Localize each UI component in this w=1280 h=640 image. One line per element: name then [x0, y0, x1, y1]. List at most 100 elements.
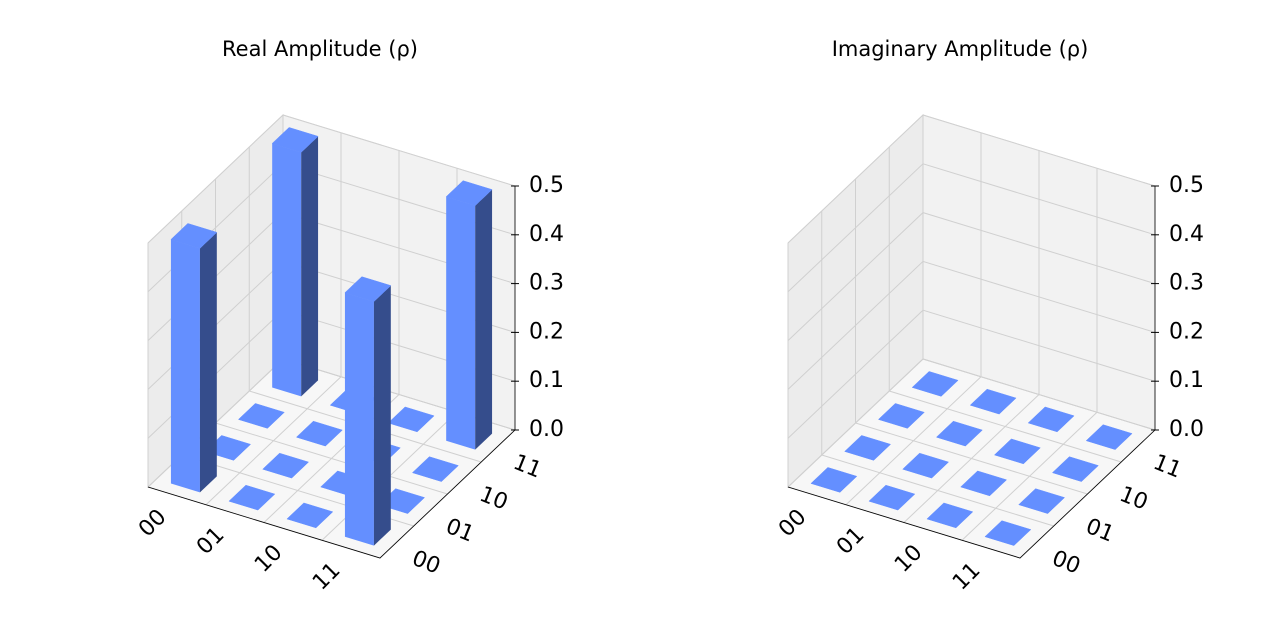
bar	[844, 435, 892, 461]
bar-side	[301, 136, 319, 397]
z-tick-label: 0.4	[1169, 222, 1204, 247]
bar-top	[1085, 424, 1133, 450]
bar-top	[295, 420, 343, 447]
bar-top	[960, 470, 1008, 497]
bar-top	[911, 371, 959, 397]
bar-top	[1018, 488, 1066, 514]
row-label: 00	[134, 505, 171, 542]
bar	[960, 470, 1008, 497]
bar-side	[272, 143, 302, 397]
bar-top	[1027, 406, 1075, 433]
bar	[935, 420, 983, 447]
row-label: 10	[250, 540, 287, 577]
grid-line	[787, 114, 1156, 244]
column-label: 10	[476, 482, 511, 516]
bar-top	[926, 502, 974, 529]
bar	[1027, 406, 1075, 433]
bar-side	[199, 232, 217, 493]
bar-top	[170, 223, 218, 249]
bar-top	[262, 452, 310, 479]
bar-top	[387, 406, 435, 433]
bar-top	[844, 435, 892, 461]
bar	[411, 456, 459, 482]
bar	[984, 520, 1032, 546]
bar	[1085, 424, 1133, 450]
z-tick-label: 0.1	[529, 368, 564, 393]
bar	[810, 467, 858, 493]
bar	[262, 452, 310, 479]
chart-title: Imaginary Amplitude (ρ)	[832, 37, 1089, 61]
chart-panel: Imaginary Amplitude (ρ) 0.0 0.1 0.2 0.3 0.4 0.…	[774, 37, 1204, 595]
z-tick-label: 0.5	[529, 173, 564, 198]
bar-top	[411, 456, 459, 482]
bar	[286, 502, 334, 529]
bar	[993, 438, 1041, 465]
bar	[445, 180, 493, 450]
z-tick-label: 0.0	[529, 417, 564, 442]
bar	[877, 403, 925, 429]
bar	[237, 403, 285, 429]
bar	[387, 406, 435, 433]
z-tick-label: 0.0	[1169, 417, 1204, 442]
row-label: 11	[308, 558, 345, 595]
bar-side	[170, 239, 200, 493]
bar	[868, 484, 916, 511]
bar-side	[475, 189, 493, 450]
bar-top	[1051, 456, 1099, 482]
bar-top	[902, 452, 950, 479]
bar-top	[935, 420, 983, 447]
bar	[902, 452, 950, 479]
column-label: 11	[510, 450, 545, 484]
grid-line	[787, 260, 1156, 390]
bar-top	[271, 127, 319, 153]
bar	[344, 276, 392, 546]
row-label: 10	[890, 540, 927, 577]
row-label: 11	[948, 558, 985, 595]
column-label: 11	[1150, 450, 1185, 484]
column-label: 01	[1082, 514, 1117, 548]
grid-line	[787, 309, 1156, 439]
bar	[170, 223, 218, 493]
column-label: 10	[1116, 482, 1151, 516]
bar-top	[810, 467, 858, 493]
bar-top	[344, 276, 392, 302]
bar-side	[373, 285, 391, 546]
bar	[295, 420, 343, 447]
row-label: 01	[832, 522, 869, 559]
bar	[271, 127, 319, 397]
z-tick-label: 0.2	[1169, 319, 1204, 344]
column-label: 00	[1048, 546, 1083, 580]
bar-top	[993, 438, 1041, 465]
chart-title: Real Amplitude (ρ)	[222, 37, 418, 61]
column-label: 00	[408, 546, 443, 580]
bar-top	[286, 502, 334, 529]
bar	[1051, 456, 1099, 482]
z-tick-label: 0.3	[529, 271, 564, 296]
z-tick-label: 0.4	[529, 222, 564, 247]
grid-line	[787, 212, 1156, 341]
bar	[969, 388, 1017, 415]
row-label: 00	[774, 505, 811, 542]
grid-line	[787, 163, 1156, 293]
bar	[911, 371, 959, 397]
bar	[1018, 488, 1066, 514]
bar-side	[446, 196, 476, 450]
bar-top	[237, 403, 285, 429]
axis-edge	[147, 429, 516, 559]
z-tick-label: 0.2	[529, 319, 564, 344]
row-label: 01	[192, 522, 229, 559]
bar-top	[868, 484, 916, 511]
axis-edge	[787, 429, 1156, 559]
bar-top	[877, 403, 925, 429]
z-tick-label: 0.1	[1169, 368, 1204, 393]
bar-top	[445, 180, 493, 206]
bar-side	[344, 292, 374, 546]
bar-top	[984, 520, 1032, 546]
chart-panel: Real Amplitude (ρ)0.00.10.20.30.40.500 01…	[134, 37, 564, 595]
column-label: 01	[442, 514, 477, 548]
bar	[926, 502, 974, 529]
grid-line	[787, 358, 1156, 488]
z-tick-label: 0.3	[1169, 271, 1204, 296]
z-tick-label: 0.5	[1169, 173, 1204, 198]
